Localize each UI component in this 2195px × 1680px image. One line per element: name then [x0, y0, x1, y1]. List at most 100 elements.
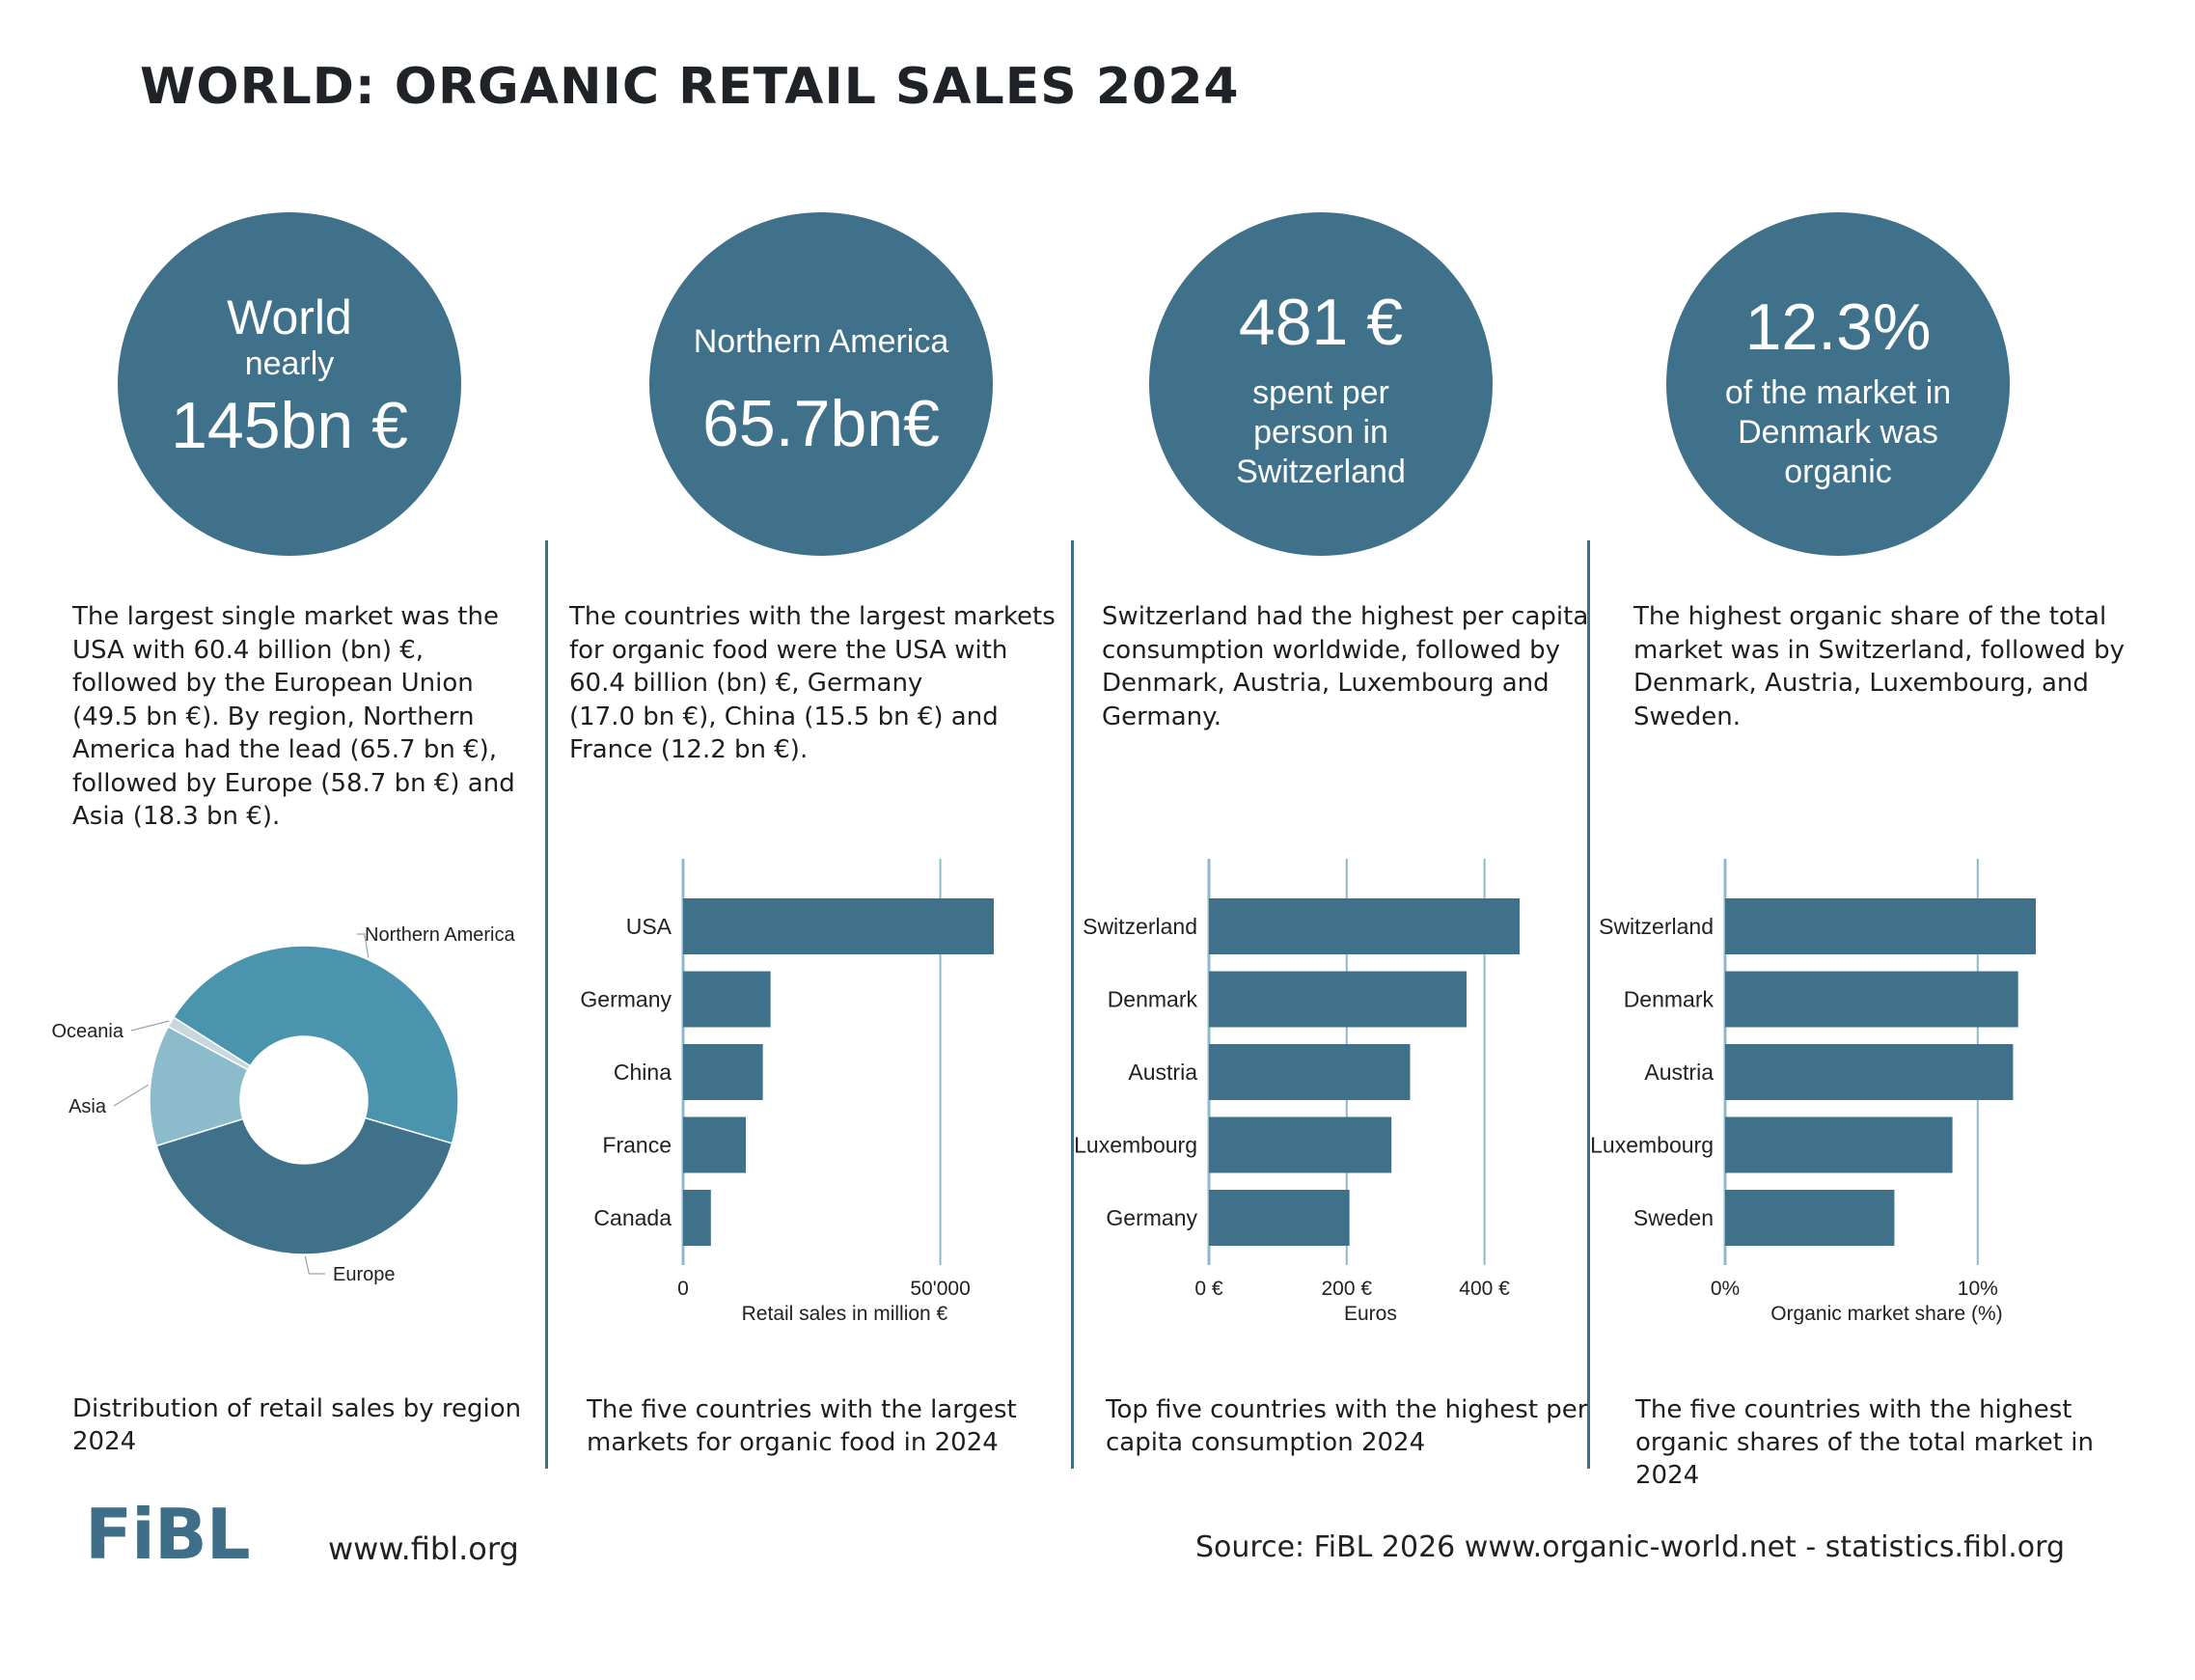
- donut-label-asia: Asia: [69, 1096, 107, 1117]
- page-title: WORLD: ORGANIC RETAIL SALES 2024: [140, 58, 1240, 116]
- bar-switzerland: [1209, 898, 1520, 954]
- x-axis-title: Euros: [1344, 1303, 1397, 1325]
- bar-denmark: [1209, 971, 1468, 1028]
- donut-slice-asia: [149, 1025, 249, 1147]
- largest-markets-bar-chart: USA Germany China France Canada 0 50'000 Retail…: [580, 859, 994, 1325]
- description-line: 60.4 billion (bn) €, Germany: [569, 669, 923, 698]
- bar-austria: [1209, 1044, 1411, 1100]
- bar-usa: [683, 898, 994, 954]
- category-label-austria: Austria: [1128, 1060, 1197, 1085]
- tick-label: 0: [677, 1278, 689, 1300]
- caption-line: Distribution of retail sales by region: [72, 1394, 522, 1423]
- fibl-logo[interactable]: FiBL: [85, 1494, 251, 1575]
- description-line: Switzerland had the highest per capita: [1102, 602, 1589, 631]
- category-label-switzerland: Switzerland: [1599, 914, 1714, 939]
- category-label-denmark: Denmark: [1108, 987, 1198, 1012]
- description-line: for organic food were the USA with: [569, 635, 1008, 665]
- bar-france: [683, 1116, 747, 1173]
- circle-heading: World: [227, 290, 352, 344]
- caption-largest-markets: The five countries with the largest mark…: [587, 1393, 1017, 1459]
- per-capita-bar-chart: Switzerland Denmark Austria Luxembourg Germa…: [1074, 859, 1520, 1325]
- column-divider: [1071, 540, 1074, 1469]
- circle-subheading: nearly: [244, 345, 335, 382]
- description-line: market was in Switzerland, followed by: [1633, 635, 2126, 665]
- caption-line: capita consumption 2024: [1106, 1428, 1426, 1457]
- description-line: USA with 60.4 billion (bn) €,: [72, 635, 425, 665]
- caption-line: The five countries with the highest: [1635, 1395, 2072, 1424]
- bar-luxembourg: [1725, 1116, 1953, 1173]
- bar-canada: [683, 1190, 711, 1246]
- circle-text: of the market in: [1724, 374, 1952, 411]
- caption-line: markets for organic food in 2024: [587, 1428, 999, 1457]
- description-largest-markets: The countries with the largest markets f…: [569, 600, 1056, 767]
- market-share-bar-chart: Switzerland Denmark Austria Luxembourg Swede…: [1590, 859, 2036, 1325]
- tick-label: 0%: [1711, 1278, 1740, 1300]
- donut-slice-northern-america: [172, 945, 459, 1144]
- bar-germany: [1209, 1190, 1350, 1246]
- category-label-france: France: [602, 1133, 672, 1158]
- caption-line: 2024: [1635, 1461, 1700, 1490]
- category-label-austria: Austria: [1644, 1060, 1714, 1085]
- circle-heading: Northern America: [693, 323, 949, 360]
- description-line: The countries with the largest markets: [569, 602, 1056, 631]
- description-line: Denmark, Austria, Luxembourg and: [1102, 669, 1550, 698]
- bar-germany: [683, 971, 771, 1028]
- circle-value: 481 €: [1238, 286, 1404, 359]
- donut-slice-oceania: [167, 1016, 252, 1071]
- tick-label: 400 €: [1459, 1278, 1510, 1300]
- tick-label: 50'000: [910, 1278, 970, 1300]
- circle-text: Switzerland: [1236, 454, 1406, 490]
- market-share-circle: 12.3% of the market in Denmark was organ…: [1666, 212, 2010, 556]
- column-divider: [545, 540, 548, 1469]
- description-line: America had the lead (65.7 bn €),: [72, 735, 498, 764]
- circle-text: spent per: [1252, 374, 1389, 411]
- description-line: Germany.: [1102, 702, 1222, 731]
- description-per-capita: Switzerland had the highest per capita c…: [1102, 600, 1588, 733]
- donut-label-northern-america: Northern America: [365, 924, 515, 946]
- description-line: France (12.2 bn €).: [569, 735, 809, 764]
- caption-line: organic shares of the total market in: [1635, 1428, 2094, 1457]
- per-capita-circle: 481 € spent per person in Switzerland: [1149, 212, 1493, 556]
- source-note: Source: FiBL 2026 www.organic-world.net …: [1195, 1530, 2065, 1564]
- description-line: followed by Europe (58.7 bn €) and: [72, 768, 515, 798]
- category-label-canada: Canada: [593, 1205, 672, 1230]
- caption-region-distribution: Distribution of retail sales by region 2…: [72, 1392, 521, 1458]
- category-label-germany: Germany: [1106, 1205, 1197, 1230]
- description-line: Asia (18.3 bn €).: [72, 802, 281, 831]
- bar-luxembourg: [1209, 1116, 1392, 1173]
- bar-denmark: [1725, 971, 2018, 1028]
- circle-text: organic: [1784, 454, 1892, 490]
- circle-value: 145bn €: [171, 389, 408, 462]
- caption-line: Top five countries with the highest per: [1106, 1395, 1588, 1424]
- region-donut-chart: Northern America Europe Asia Oceania: [52, 924, 516, 1285]
- caption-market-share: The five countries with the highest orga…: [1635, 1393, 2094, 1492]
- tick-label: 10%: [1958, 1278, 1998, 1300]
- donut-leader-line: [357, 933, 370, 958]
- donut-leader-line: [130, 1020, 170, 1032]
- category-label-luxembourg: Luxembourg: [1074, 1133, 1197, 1158]
- description-line: (49.5 bn €). By region, Northern: [72, 702, 475, 731]
- description-market-share: The highest organic share of the total m…: [1633, 600, 2125, 733]
- column-divider: [1587, 540, 1590, 1469]
- donut-leader-line: [113, 1084, 150, 1107]
- donut-label-oceania: Oceania: [52, 1021, 124, 1042]
- description-line: followed by the European Union: [72, 669, 474, 698]
- tick-label: 200 €: [1322, 1278, 1373, 1300]
- x-axis-title: Retail sales in million €: [742, 1303, 948, 1325]
- bar-sweden: [1725, 1190, 1895, 1246]
- northern-america-circle: Northern America 65.7bn€: [649, 212, 993, 556]
- category-label-luxembourg: Luxembourg: [1590, 1133, 1714, 1158]
- category-label-sweden: Sweden: [1633, 1205, 1714, 1230]
- category-label-germany: Germany: [580, 987, 672, 1012]
- tick-label: 0 €: [1194, 1278, 1223, 1300]
- circle-text: Denmark was: [1738, 414, 1938, 451]
- donut-label-europe: Europe: [333, 1264, 396, 1285]
- caption-line: 2024: [72, 1427, 137, 1456]
- description-line: Sweden.: [1633, 702, 1742, 731]
- bar-switzerland: [1725, 898, 2036, 954]
- description-line: The largest single market was the: [72, 602, 499, 631]
- description-world: The largest single market was the USA wi…: [72, 600, 515, 834]
- website-link[interactable]: www.fibl.org: [328, 1530, 519, 1567]
- caption-per-capita: Top five countries with the highest per …: [1106, 1393, 1587, 1459]
- world-total-circle: World nearly 145bn €: [118, 212, 461, 556]
